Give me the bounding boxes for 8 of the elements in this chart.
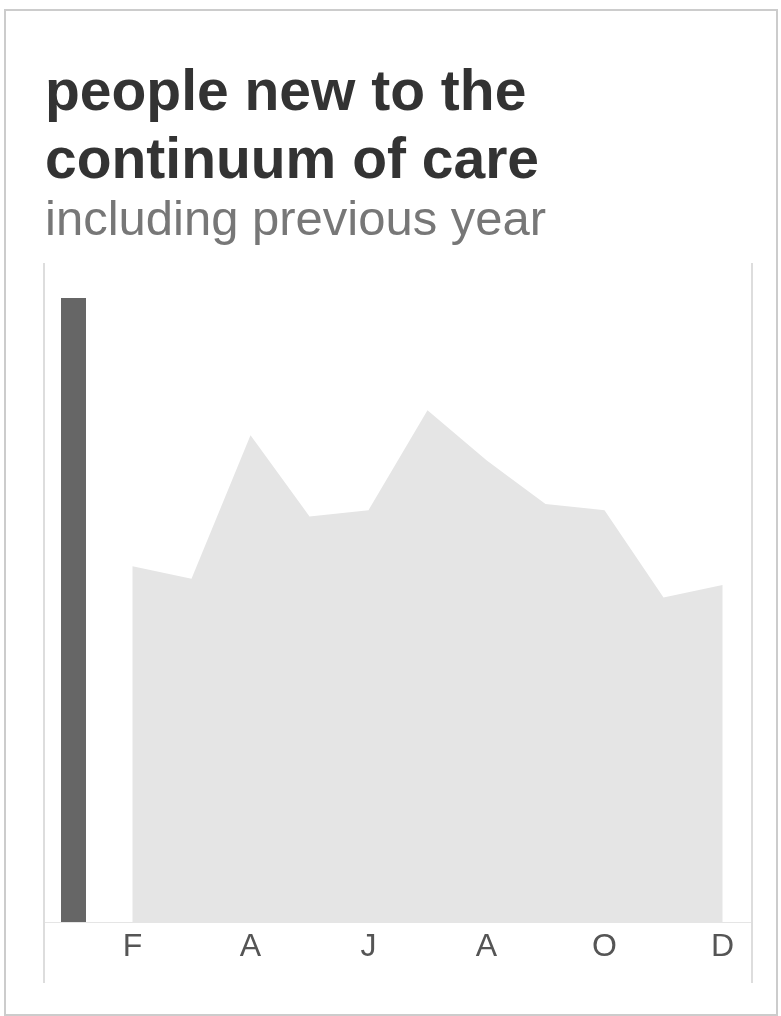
x-tick-label: D bbox=[710, 926, 735, 963]
chart-subtitle: including previous year bbox=[45, 191, 547, 245]
x-tick-label: A bbox=[239, 926, 262, 963]
x-tick-label: A bbox=[475, 926, 498, 963]
x-tick-label: J bbox=[360, 926, 377, 963]
chart-title: people new to the continuum of care bbox=[45, 58, 540, 190]
x-tick-label: O bbox=[592, 926, 617, 963]
x-tick-label: F bbox=[122, 926, 143, 963]
